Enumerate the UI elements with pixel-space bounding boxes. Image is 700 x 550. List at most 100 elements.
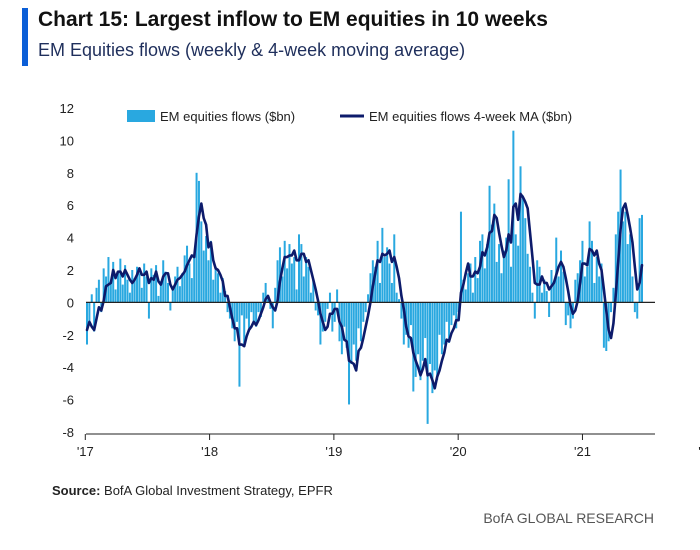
flow-bar — [150, 268, 153, 303]
flow-bar — [136, 266, 139, 303]
flow-bar — [624, 211, 627, 303]
flow-bar — [197, 180, 200, 303]
flow-bar — [300, 244, 303, 303]
flow-bar — [209, 240, 212, 303]
flow-bar — [431, 302, 434, 394]
flow-bar — [362, 302, 365, 322]
flow-bar — [486, 244, 489, 303]
flow-bar — [419, 302, 422, 381]
flow-bar — [264, 282, 267, 303]
flow-bar — [493, 203, 496, 303]
flow-bar — [152, 274, 155, 303]
flow-bar — [202, 250, 205, 303]
flow-bar — [250, 302, 253, 313]
flow-bar — [400, 302, 403, 319]
flow-bar — [495, 261, 498, 303]
y-tick-label: 10 — [60, 133, 74, 148]
y-tick-label: 12 — [60, 101, 74, 116]
flow-bar — [614, 234, 617, 303]
legend-label-line: EM equities flows 4-week MA ($bn) — [369, 109, 572, 124]
flow-bar — [212, 279, 215, 303]
flow-bar — [302, 276, 305, 303]
flow-bar — [328, 292, 331, 303]
flow-bar — [321, 302, 324, 332]
flow-bar — [543, 279, 546, 303]
flow-bar — [557, 276, 560, 303]
flow-bar — [414, 302, 417, 377]
title-accent-bar — [22, 8, 28, 66]
flow-bar — [602, 302, 605, 348]
flow-bar — [183, 255, 186, 303]
flow-bar — [633, 302, 636, 313]
flow-bar — [445, 302, 448, 322]
axis-layer: 12 10 8 6 4 2 0 -2 -4 -6 -8'17 '18 '19 '20 '21 '22 — [60, 101, 700, 459]
flow-bar — [166, 282, 169, 303]
flow-bar — [590, 240, 593, 303]
source-note: Source: BofA Global Investment Strategy,… — [52, 483, 333, 498]
flow-bar — [333, 302, 336, 322]
flow-bar — [236, 302, 239, 322]
flow-bar — [426, 302, 429, 424]
chart-subtitle: EM Equities flows (weekly & 4-week movin… — [38, 40, 466, 60]
flow-bar — [469, 263, 472, 303]
flow-bar — [283, 240, 286, 303]
flow-bar — [381, 227, 384, 303]
flow-bar — [207, 260, 210, 303]
flow-bar — [471, 292, 474, 303]
flow-bar — [350, 302, 353, 364]
flow-bar — [143, 263, 146, 303]
flow-bar — [102, 268, 105, 303]
flow-bar — [631, 276, 634, 303]
flow-bar — [474, 257, 477, 303]
flow-bar — [621, 221, 624, 303]
y-tick-label: 4 — [67, 231, 74, 246]
flow-bar — [290, 263, 293, 303]
flow-bar — [359, 302, 362, 342]
flow-bar — [90, 294, 93, 303]
flow-bar — [564, 302, 567, 326]
x-tick-label: '20 — [450, 444, 467, 459]
flow-bar — [481, 234, 484, 303]
flow-bar — [438, 302, 441, 335]
y-tick-label: -6 — [62, 393, 74, 408]
flow-bar — [267, 299, 270, 303]
flow-bar — [276, 260, 279, 303]
flow-bar — [233, 302, 236, 342]
flow-bar — [450, 302, 453, 326]
flow-bar — [455, 302, 458, 329]
flow-bar — [138, 273, 141, 303]
flow-bar — [188, 263, 191, 303]
flow-bar — [462, 279, 465, 303]
x-tick-label: '18 — [201, 444, 218, 459]
flow-bar — [164, 271, 167, 303]
flow-bar — [386, 247, 389, 303]
flow-bar — [147, 302, 150, 319]
flow-bar — [343, 302, 346, 327]
flow-bar — [395, 292, 398, 303]
flow-bar — [641, 214, 643, 303]
flow-bar — [186, 245, 189, 303]
flow-bar — [452, 302, 455, 316]
flow-bar — [114, 289, 117, 303]
flow-bar — [517, 245, 520, 303]
flow-bar — [240, 302, 243, 316]
flow-bar — [155, 265, 158, 303]
flow-bar — [159, 281, 162, 303]
flow-bar — [560, 250, 563, 303]
flow-bar — [352, 302, 355, 345]
flow-bar — [259, 302, 262, 317]
flow-bar — [314, 302, 317, 311]
flow-bar — [88, 302, 91, 322]
flow-bar — [569, 302, 572, 329]
flow-bar — [131, 270, 134, 303]
flow-bar — [174, 276, 177, 303]
flow-bar — [178, 286, 181, 303]
flow-bar — [388, 263, 391, 303]
flow-bar — [500, 273, 503, 303]
flow-bar — [509, 266, 512, 303]
flow-bar — [531, 292, 534, 303]
flow-bar — [307, 266, 310, 303]
flow-bar — [383, 257, 386, 303]
flow-bar — [526, 253, 529, 303]
flow-bar — [605, 302, 608, 351]
